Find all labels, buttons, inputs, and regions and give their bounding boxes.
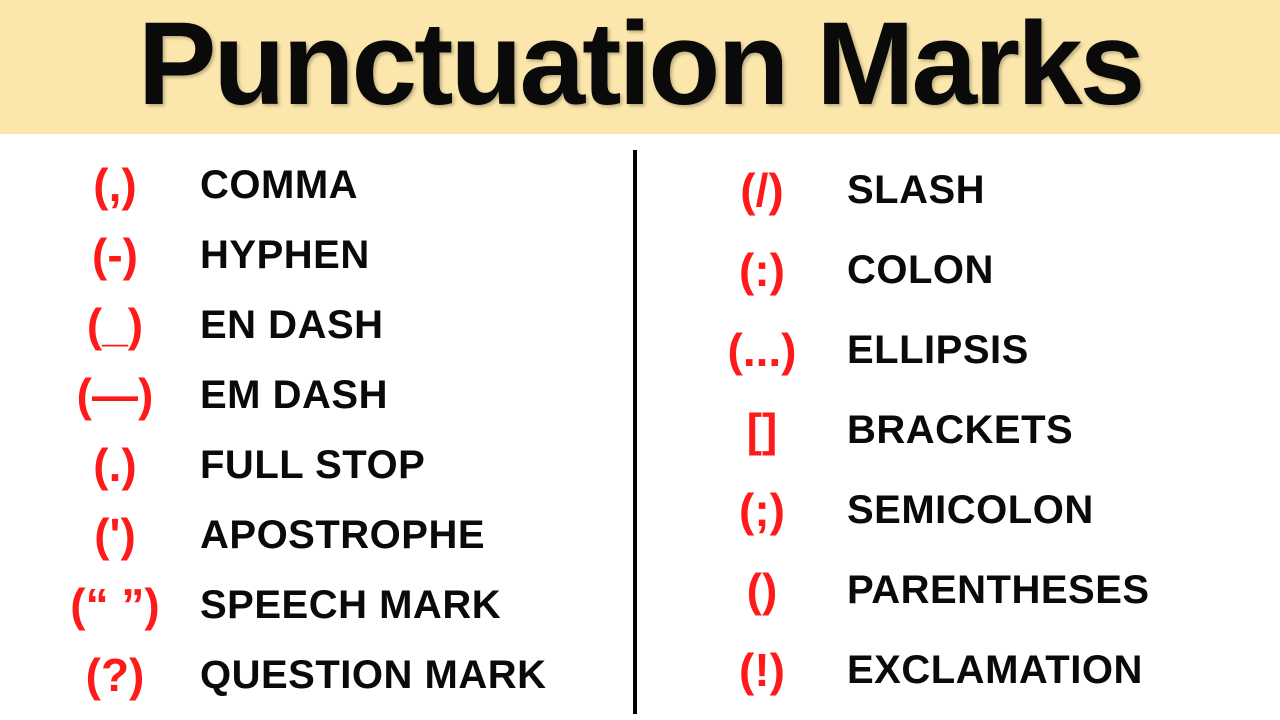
punctuation-label: SPEECH MARK — [200, 585, 501, 625]
list-item: (:) COLON — [677, 230, 1260, 310]
punctuation-symbol: (.) — [30, 442, 200, 488]
punctuation-label: EXCLAMATION — [847, 650, 1143, 690]
punctuation-symbol: (“ ”) — [30, 582, 200, 628]
punctuation-label: SLASH — [847, 170, 985, 210]
list-item: [] BRACKETS — [677, 390, 1260, 470]
punctuation-label: EM DASH — [200, 375, 388, 415]
punctuation-symbol: () — [677, 567, 847, 613]
punctuation-label: APOSTROPHE — [200, 515, 485, 555]
list-item: (-) HYPHEN — [30, 220, 613, 290]
punctuation-symbol: (,) — [30, 162, 200, 208]
list-item: () PARENTHESES — [677, 550, 1260, 630]
punctuation-label: ELLIPSIS — [847, 330, 1029, 370]
punctuation-symbol: (...) — [677, 327, 847, 373]
punctuation-symbol: (!) — [677, 647, 847, 693]
punctuation-symbol: (?) — [30, 652, 200, 698]
left-column: (,) COMMA (-) HYPHEN (_) EN DASH (—) EM … — [0, 150, 633, 714]
list-item: (“ ”) SPEECH MARK — [30, 570, 613, 640]
list-item: (...) ELLIPSIS — [677, 310, 1260, 390]
punctuation-label: QUESTION MARK — [200, 655, 547, 695]
punctuation-symbol: (') — [30, 512, 200, 558]
right-column: (/) SLASH (:) COLON (...) ELLIPSIS [] BR… — [633, 150, 1280, 714]
punctuation-label: EN DASH — [200, 305, 384, 345]
punctuation-symbol: [] — [677, 407, 847, 453]
punctuation-label: COLON — [847, 250, 994, 290]
header-banner: Punctuation Marks — [0, 0, 1280, 134]
list-item: (;) SEMICOLON — [677, 470, 1260, 550]
punctuation-symbol: (—) — [30, 372, 200, 418]
content-columns: (,) COMMA (-) HYPHEN (_) EN DASH (—) EM … — [0, 134, 1280, 714]
punctuation-label: COMMA — [200, 165, 358, 205]
list-item: (—) EM DASH — [30, 360, 613, 430]
punctuation-symbol: (/) — [677, 167, 847, 213]
punctuation-label: FULL STOP — [200, 445, 425, 485]
list-item: (/) SLASH — [677, 150, 1260, 230]
list-item: (') APOSTROPHE — [30, 500, 613, 570]
list-item: (.) FULL STOP — [30, 430, 613, 500]
list-item: (!) EXCLAMATION — [677, 630, 1260, 710]
punctuation-symbol: (;) — [677, 487, 847, 533]
punctuation-label: SEMICOLON — [847, 490, 1094, 530]
punctuation-symbol: (_) — [30, 302, 200, 348]
punctuation-label: PARENTHESES — [847, 570, 1150, 610]
punctuation-symbol: (:) — [677, 247, 847, 293]
list-item: (?) QUESTION MARK — [30, 640, 613, 710]
punctuation-label: BRACKETS — [847, 410, 1073, 450]
list-item: (_) EN DASH — [30, 290, 613, 360]
punctuation-label: HYPHEN — [200, 235, 370, 275]
punctuation-symbol: (-) — [30, 232, 200, 278]
page-title: Punctuation Marks — [0, 0, 1280, 130]
list-item: (,) COMMA — [30, 150, 613, 220]
